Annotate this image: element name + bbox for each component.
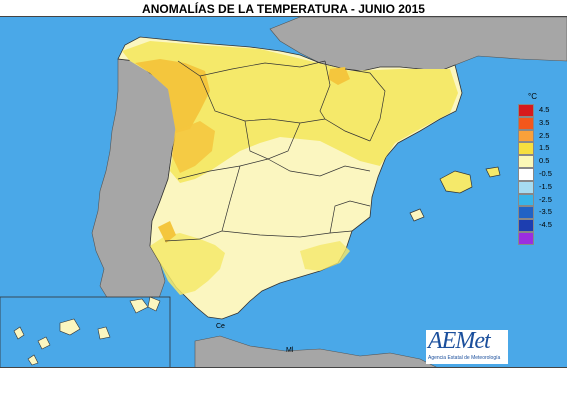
anomaly-zone-duero bbox=[172, 121, 215, 173]
legend-label: -1.5 bbox=[539, 181, 552, 191]
legend-item: -4.5 bbox=[518, 219, 556, 232]
logo-wordmark: AEMet bbox=[428, 328, 491, 354]
canary-islands bbox=[13, 296, 161, 366]
legend-item: 1.5 bbox=[518, 142, 556, 156]
anomaly-zone-navarra bbox=[328, 67, 350, 85]
legend-item bbox=[518, 231, 556, 245]
legend: °C 4.5 3.5 2.5 1.5 0.5 -0.5 -1.5 -2.5 -3.5 -4.5 bbox=[518, 92, 556, 245]
legend-item: 4.5 bbox=[518, 104, 556, 117]
africa-land bbox=[194, 335, 437, 367]
menorca bbox=[485, 166, 501, 178]
page-title: ANOMALÍAS DE LA TEMPERATURA - JUNIO 2015 bbox=[142, 2, 425, 16]
legend-swatch bbox=[518, 219, 534, 232]
melilla-label: Ml bbox=[286, 347, 294, 354]
legend-label: 0.5 bbox=[539, 156, 550, 166]
legend-item: -3.5 bbox=[518, 206, 556, 220]
map-frame: Ce Ml bbox=[0, 16, 567, 368]
legend-swatch bbox=[518, 116, 534, 130]
legend-swatch bbox=[518, 231, 534, 245]
legend-swatch bbox=[518, 167, 534, 181]
legend-swatch bbox=[518, 206, 534, 220]
legend-label: 3.5 bbox=[539, 117, 550, 127]
legend-item: 0.5 bbox=[518, 155, 556, 168]
legend-item: 2.5 bbox=[518, 129, 556, 143]
mallorca bbox=[439, 170, 473, 194]
legend-swatch bbox=[518, 193, 534, 207]
logo-subtitle: Agencia Estatal de Meteorología bbox=[428, 355, 501, 361]
legend-label: -3.5 bbox=[539, 207, 552, 217]
aemet-logo: AEMet Agencia Estatal de Meteorología bbox=[426, 328, 508, 364]
legend-swatch bbox=[518, 180, 534, 194]
legend-item: -2.5 bbox=[518, 193, 556, 207]
legend-swatch bbox=[518, 129, 534, 143]
legend-label: -2.5 bbox=[539, 194, 552, 204]
anomaly-map bbox=[0, 17, 567, 367]
ceuta-label: Ce bbox=[216, 323, 225, 330]
anomaly-zone-portugal-border bbox=[158, 221, 176, 243]
anomaly-zone-southeast bbox=[300, 241, 350, 271]
legend-unit: °C bbox=[528, 92, 537, 101]
legend-label: -4.5 bbox=[539, 220, 552, 230]
legend-swatch bbox=[518, 104, 534, 117]
legend-item: 3.5 bbox=[518, 116, 556, 130]
legend-swatch bbox=[518, 142, 534, 156]
legend-item: -1.5 bbox=[518, 180, 556, 194]
anomaly-zone-southwest bbox=[150, 233, 225, 295]
legend-label: -0.5 bbox=[539, 168, 552, 178]
ibiza bbox=[409, 208, 425, 222]
legend-label: 2.5 bbox=[539, 130, 550, 140]
legend-swatch bbox=[518, 155, 534, 168]
anomaly-zone-galicia bbox=[135, 59, 210, 133]
legend-label: 1.5 bbox=[539, 143, 550, 153]
legend-item: -0.5 bbox=[518, 167, 556, 181]
region-borders bbox=[164, 60, 386, 242]
legend-scale: 4.5 3.5 2.5 1.5 0.5 -0.5 -1.5 -2.5 -3.5 -4.5 bbox=[518, 104, 556, 245]
legend-label: 4.5 bbox=[539, 105, 550, 114]
